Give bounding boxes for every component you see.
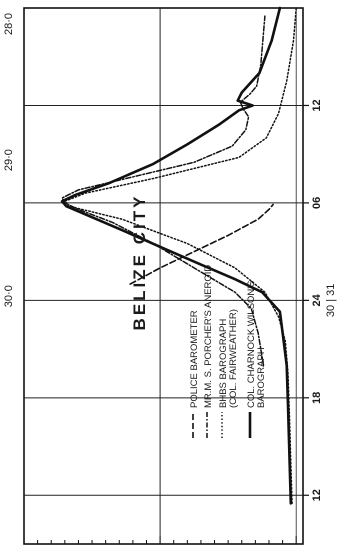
grid-layer (23, 8, 309, 544)
time-tick-label: 12 (311, 99, 323, 111)
legend-label: POLICE BAROMETER (189, 310, 200, 408)
time-tick-label: 18 (311, 392, 323, 404)
chart-title: BELIZE CITY (130, 194, 149, 331)
pressure-tick-label: 28·0 (3, 13, 15, 35)
pressure-tick-label: 29·0 (3, 149, 15, 171)
plot-frame (23, 7, 304, 545)
time-tick-label: 06 (311, 197, 323, 209)
series-line-solid (60, 6, 293, 505)
legend-label: MR.M. S. PORCHER'S ANEROID (203, 265, 214, 408)
date-separator: | (325, 296, 337, 305)
label-layer: 28·0 29·0 30·0 12 18 24 06 12 30 | 31 BELIZE CITY (3, 13, 337, 501)
date-label-right: 31 (325, 284, 337, 296)
legend-label: BAROGRAPH (256, 347, 267, 408)
time-tick-label: 24 (311, 293, 323, 306)
legend-label: BHBS BAROGRAPH (218, 319, 229, 408)
legend-label: (COL. FAIRWEATHER) (228, 309, 239, 408)
pressure-tick-label: 30·0 (3, 285, 15, 307)
series-layer (60, 6, 297, 505)
legend-label: COL. CHARNOCK WILSON'S (246, 281, 257, 408)
series-line-dashed (129, 203, 274, 285)
series-line-dotted (64, 7, 297, 505)
date-label-left: 30 (325, 305, 337, 317)
legend-layer: POLICE BAROMETER MR.M. S. PORCHER'S ANERO… (189, 265, 267, 438)
plot-layer (23, 7, 304, 545)
time-tick-label: 12 (311, 489, 323, 501)
date-labels: 30 | 31 (325, 284, 337, 317)
